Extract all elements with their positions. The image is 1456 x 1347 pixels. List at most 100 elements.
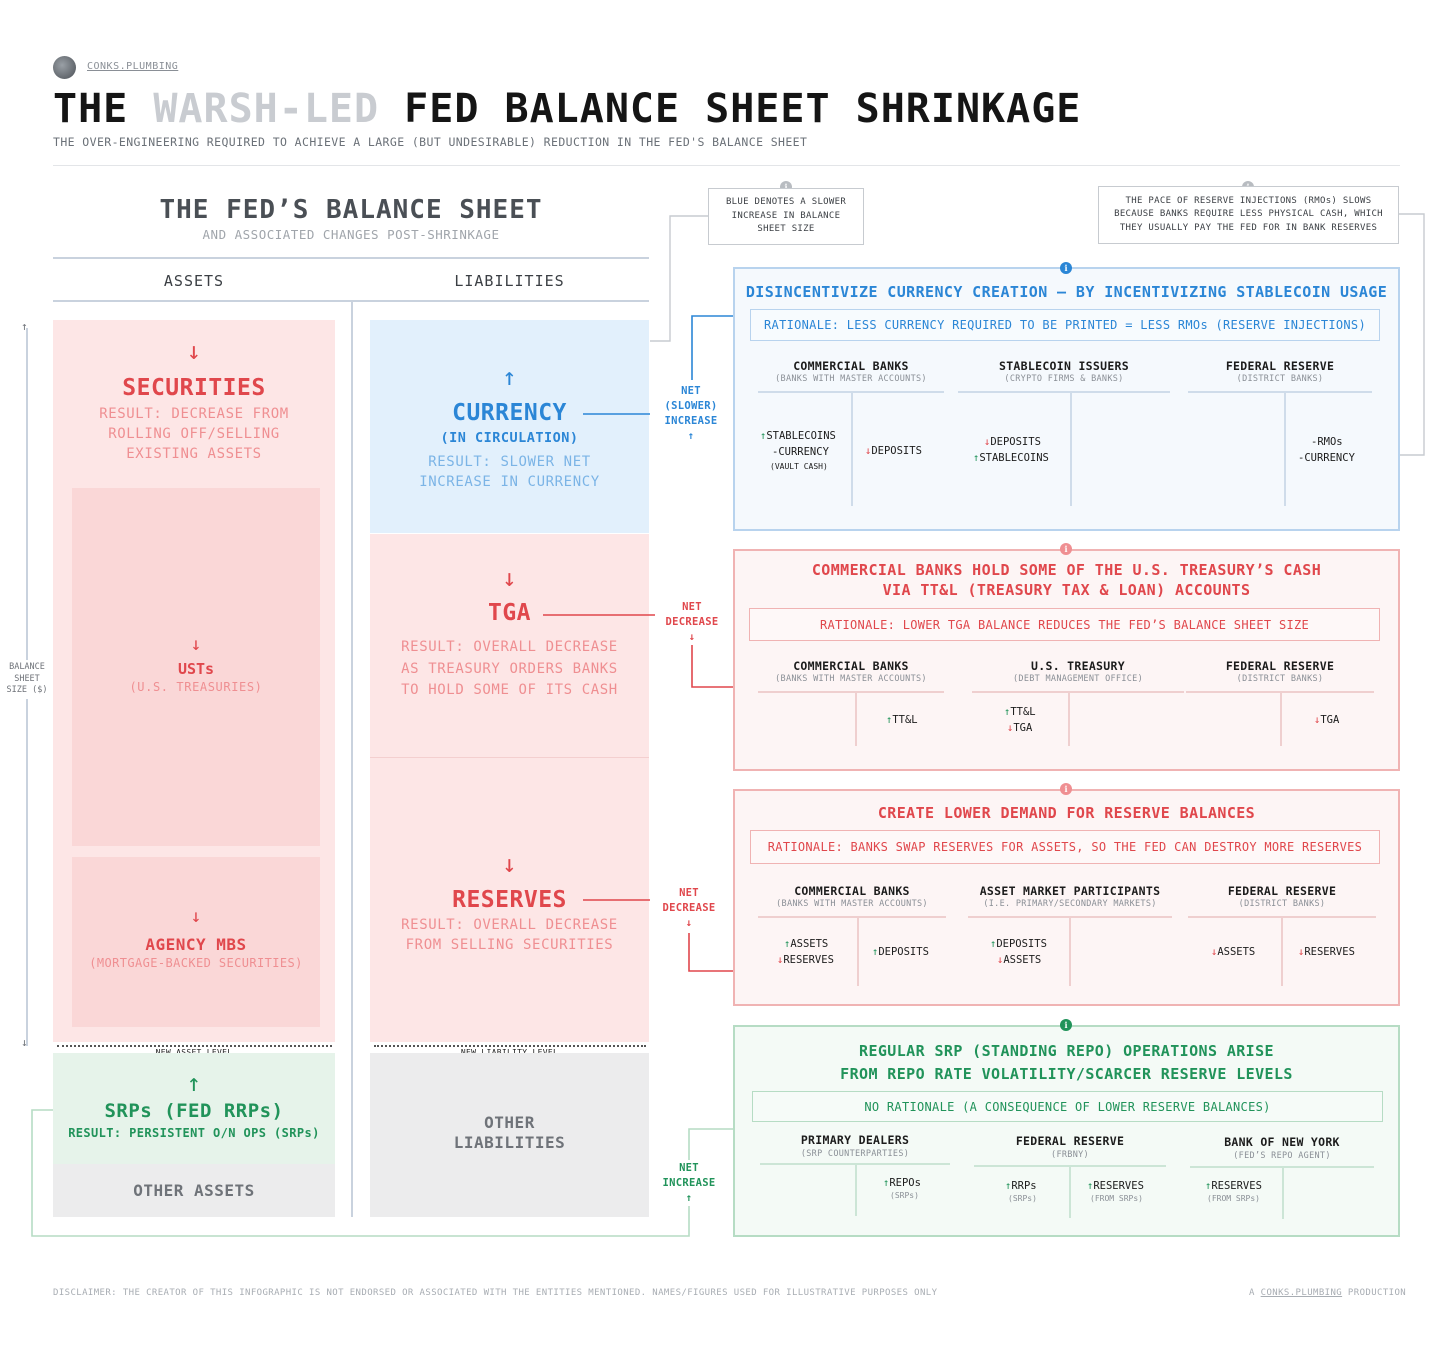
down-arrow-icon: ↓ (997, 954, 1004, 966)
axis-arrow-down-icon: ↓ (21, 1036, 28, 1049)
srps-arrow-icon: ↑ (186, 1069, 202, 1097)
srp-entity-3-sub: (FED’S REPO AGENT) (1233, 1151, 1331, 1161)
srp-entity-1-sub: (SRP COUNTERPARTIES) (800, 1149, 910, 1159)
up-arrow-icon: ↑ (973, 452, 980, 464)
t-account-3-top (1188, 391, 1372, 393)
srps-result: RESULT: PERSISTENT O/N OPS (SRPs) (68, 1126, 320, 1140)
srp-panel-link (688, 1128, 733, 1160)
fr-reserves-text: RESERVES (1093, 1180, 1144, 1192)
reserves-entity-2-sub: (I.E. PRIMARY/SECONDARY MARKETS) (983, 899, 1157, 909)
srp-entity-3-name: BANK OF NEW YORK (1224, 1135, 1340, 1149)
fr-rmos-text: RMOs (1317, 436, 1343, 448)
res-cb-reserves-entry: ↓RESERVES (777, 952, 834, 968)
footer-credit-link[interactable]: CONKS.PLUMBING (1260, 1288, 1343, 1298)
ust-tga-text: TGA (1013, 722, 1033, 734)
bs-center-divider (351, 302, 353, 1217)
mbs-heading: AGENCY MBS (145, 935, 247, 954)
currency-entity-2-sub: (CRYPTO FIRMS & BANKS) (1004, 374, 1124, 384)
res-fr-reserves-text: RESERVES (1304, 946, 1355, 958)
blue-note: BLUE DENOTES A SLOWER INCREASE IN BALANC… (708, 188, 864, 245)
securities-heading: SECURITIES (122, 375, 266, 401)
cb-currency-sub: (VAULT CASH) (770, 462, 828, 471)
minus-icon: - (1298, 452, 1305, 464)
tga-block (370, 534, 649, 757)
mbs-block (72, 857, 320, 1027)
header-divider (53, 165, 1400, 166)
reserves-result: RESULT: OVERALL DECREASE FROM SELLING SE… (401, 917, 618, 953)
footer-credit: A CONKS.PLUMBING PRODUCTION (1249, 1288, 1406, 1298)
other-assets-label: OTHER ASSETS (133, 1181, 255, 1200)
res-t-account-3-divider (1281, 916, 1283, 986)
tga-entity-2-sub: (DEBT MANAGEMENT OFFICE) (1012, 674, 1144, 684)
mbs-sub: (MORTGAGE-BACKED SECURITIES) (89, 956, 303, 970)
currency-arrow-icon: ↑ (502, 363, 517, 391)
down-arrow-icon: ↓ (777, 954, 784, 966)
tga-arrow-icon: ↓ (502, 564, 517, 592)
res-amp-assets-entry: ↓ASSETS (997, 952, 1041, 968)
res-cb-assets-text: ASSETS (790, 938, 829, 950)
srp-t-account-2-divider (1069, 1165, 1071, 1218)
tga-net-line2: DECREASE (665, 616, 719, 628)
pd-repos-entry: ↑REPOs (883, 1175, 921, 1191)
srp-panel-title-1: REGULAR SRP (STANDING REPO) OPERATIONS A… (859, 1042, 1274, 1060)
res-amp-deposits-text: DEPOSITS (996, 938, 1047, 950)
rmo-note: THE PACE OF RESERVE INJECTIONS (RMOs) SL… (1098, 186, 1399, 244)
reserves-panel-rationale: RATIONALE: BANKS SWAP RESERVES FOR ASSET… (750, 830, 1380, 864)
down-arrow-icon: ↓ (1298, 946, 1305, 958)
page-title: THE WARSH-LED FED BALANCE SHEET SHRINKAG… (53, 86, 1081, 132)
usts-heading: USTs (177, 660, 215, 678)
srp-t-account-3-divider (1282, 1166, 1284, 1219)
currency-panel-info-icon: i (1060, 262, 1072, 274)
currency-block (370, 320, 649, 533)
srp-panel (733, 1025, 1400, 1237)
currency-entity-1-sub: (BANKS WITH MASTER ACCOUNTS) (775, 374, 927, 384)
srps-net-line1: NET (679, 1162, 699, 1174)
currency-panel-link (691, 315, 733, 380)
axis-arrow-up-icon: ↑ (21, 320, 28, 333)
reserves-panel-title: CREATE LOWER DEMAND FOR RESERVE BALANCES (877, 804, 1256, 822)
tga-t-account-1-top (758, 691, 944, 693)
currency-net-line1: NET (681, 385, 701, 397)
t-account-2-divider (1070, 391, 1072, 506)
srp-entity-2-name: FEDERAL RESERVE (1015, 1134, 1125, 1148)
down-arrow-icon: ↓ (1007, 722, 1014, 734)
mbs-arrow-icon: ↓ (190, 906, 202, 927)
up-arrow-icon: ↑ (760, 430, 767, 442)
up-arrow-icon: ↑ (883, 1177, 890, 1189)
fr-reserves-entry: ↑RESERVES (1087, 1178, 1144, 1194)
reserves-net-line2: DECREASE (662, 902, 716, 914)
currency-net-arrow-icon: ↑ (687, 430, 695, 442)
down-arrow-icon: ↓ (984, 436, 991, 448)
securities-result: RESULT: DECREASE FROM ROLLING OFF/SELLIN… (99, 406, 289, 462)
footer-credit-post: PRODUCTION (1342, 1288, 1407, 1298)
tga-panel-rationale: RATIONALE: LOWER TGA BALANCE REDUCES THE… (749, 608, 1380, 641)
brand-link[interactable]: CONKS.PLUMBING (87, 61, 179, 72)
tga-t-account-1-divider (855, 691, 857, 746)
si-deposits-text: DEPOSITS (990, 436, 1041, 448)
up-arrow-icon: ↑ (886, 714, 893, 726)
new-liability-level-line (374, 1045, 646, 1047)
tga-t-account-3-divider (1280, 691, 1282, 746)
srps-net-label: NET INCREASE ↑ (657, 1161, 721, 1206)
tga-net-line1: NET (682, 601, 702, 613)
srp-t-account-1-divider (855, 1163, 857, 1216)
srp-entity-1-name: PRIMARY DEALERS (800, 1133, 910, 1147)
page-subtitle: THE OVER-ENGINEERING REQUIRED TO ACHIEVE… (53, 135, 808, 149)
pd-repos-text: REPOs (889, 1177, 921, 1189)
other-liabilities-label: OTHER LIABILITIES (453, 1113, 566, 1152)
new-asset-level-line (57, 1045, 332, 1047)
securities-arrow-icon: ↓ (186, 337, 202, 365)
up-arrow-icon: ↑ (784, 938, 791, 950)
bs-rule-bottom (53, 300, 649, 302)
res-fr-assets-entry: ↓ASSETS (1211, 944, 1255, 960)
cb-deposits-entry: ↓DEPOSITS (865, 443, 922, 459)
author-avatar (53, 56, 76, 79)
srp-panel-info-icon: i (1060, 1019, 1072, 1031)
tga-result: RESULT: OVERALL DECREASE AS TREASURY ORD… (401, 639, 618, 698)
fr-reserves-sub: (FROM SRPs) (1090, 1194, 1143, 1203)
fr-tga-text: TGA (1320, 714, 1340, 726)
tga-panel (733, 549, 1400, 771)
srps-net-line2: INCREASE (662, 1177, 716, 1189)
res-cb-deposits-text: DEPOSITS (878, 946, 929, 958)
srp-panel-rationale: NO RATIONALE (A CONSEQUENCE OF LOWER RES… (752, 1091, 1383, 1122)
